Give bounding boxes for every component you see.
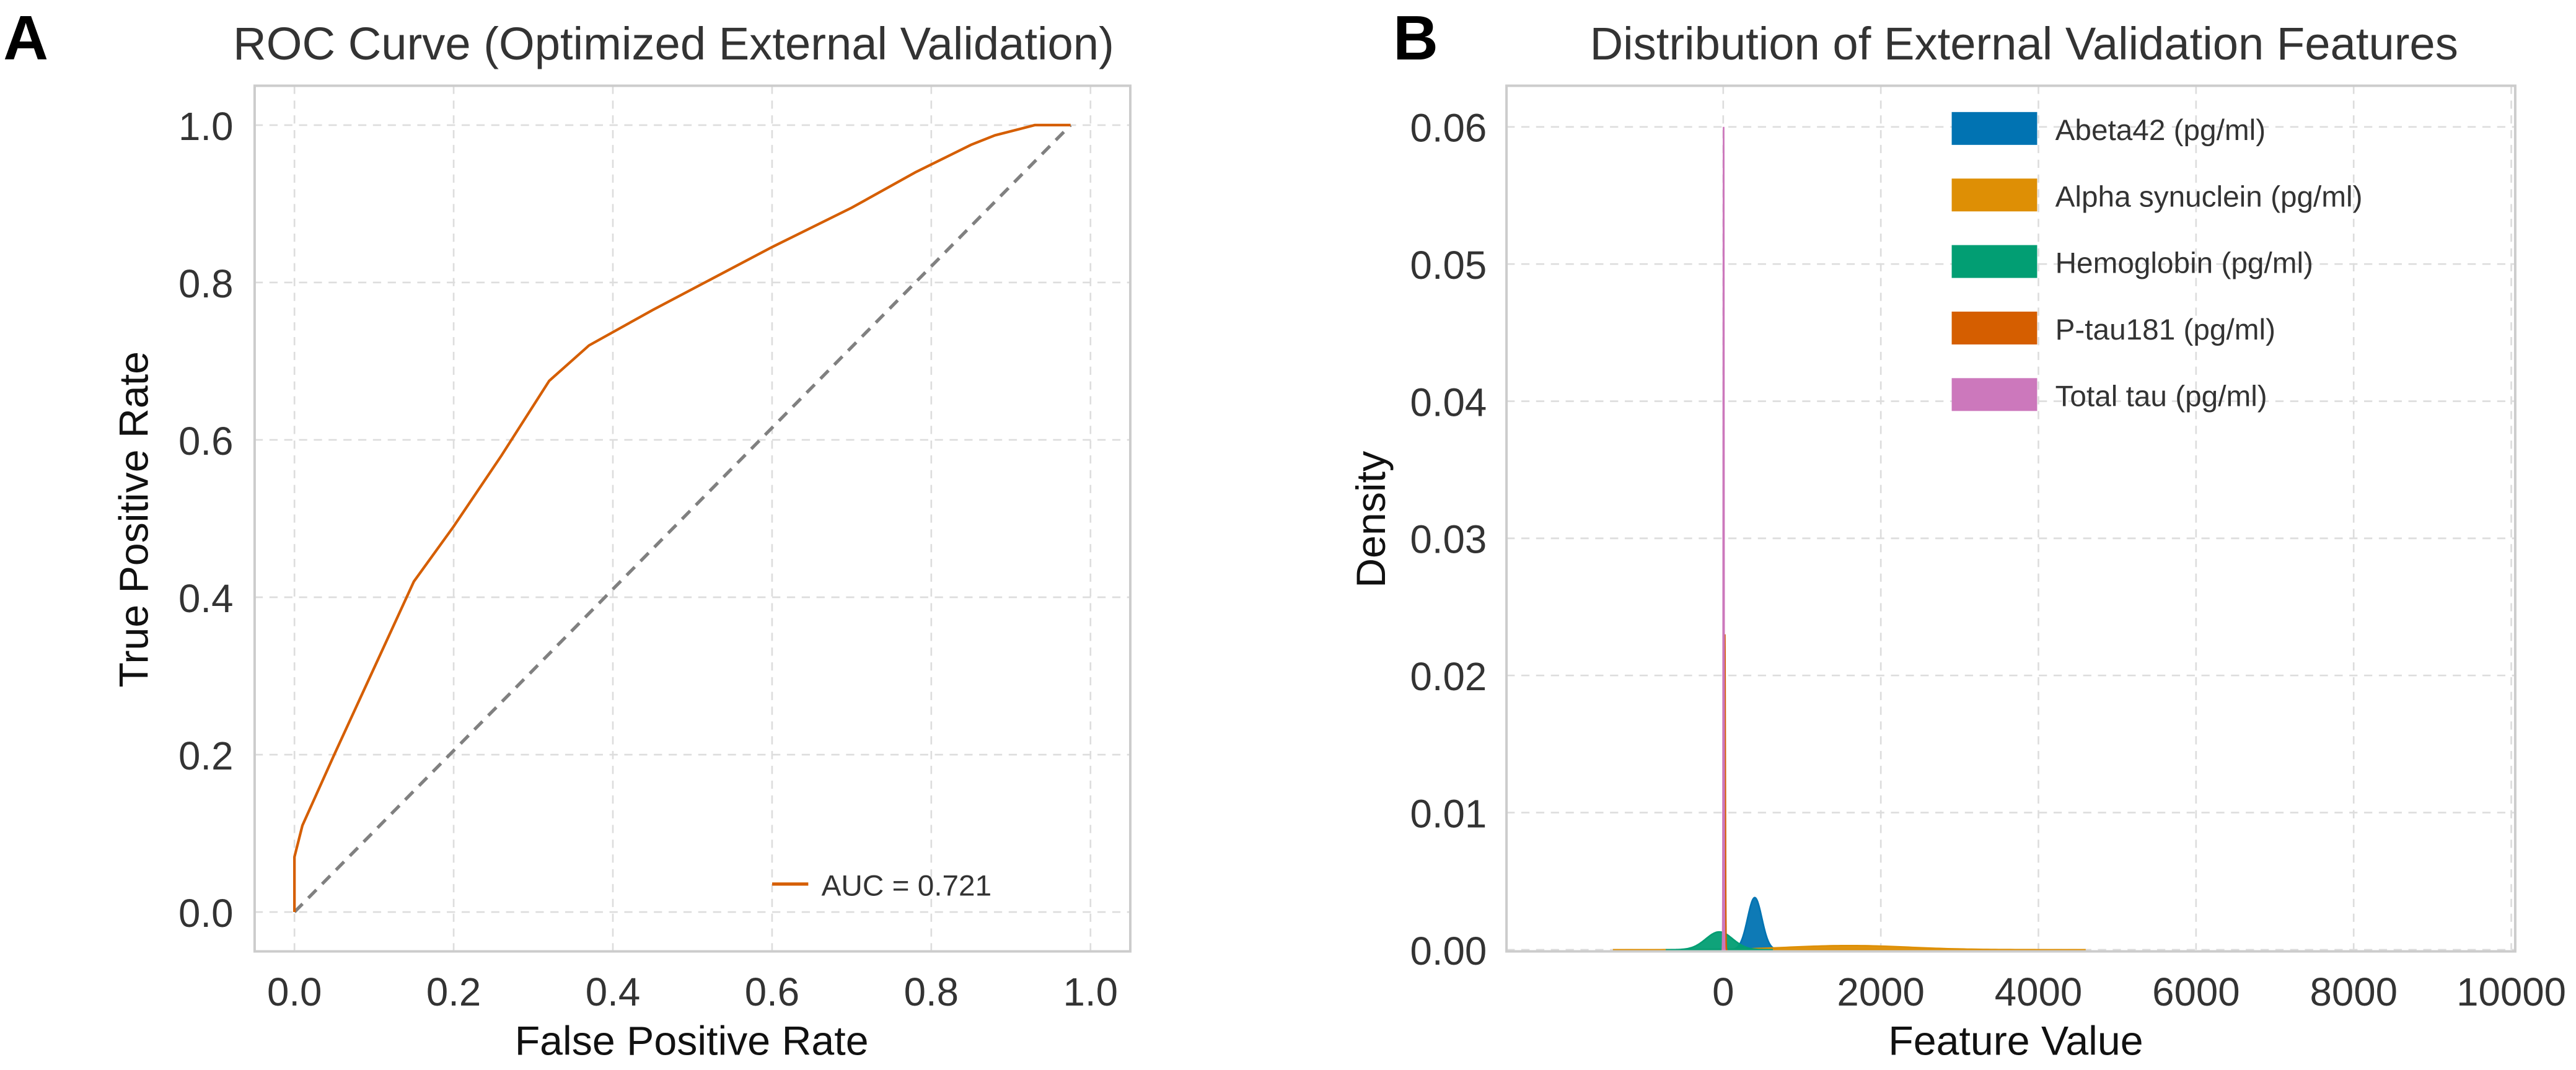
density-y-tick-label: 0.00 — [1410, 929, 1487, 973]
density-y-tick-label: 0.06 — [1410, 107, 1487, 151]
density-x-tick-label: 4000 — [1995, 970, 2083, 1014]
density-legend: Abeta42 (pg/ml) Alpha synuclein (pg/ml) He… — [1951, 112, 2363, 413]
density-ylabel: Density — [1348, 451, 1394, 588]
roc-ylabel: True Positive Rate — [112, 351, 157, 688]
roc-y-tick-label: 0.6 — [178, 419, 233, 463]
panel-label-b: B — [1393, 4, 1438, 73]
roc-y-tick-label: 0.4 — [178, 577, 233, 621]
roc-y-tick-label: 0.8 — [178, 262, 233, 306]
roc-x-tick-label: 0.8 — [904, 970, 959, 1014]
chance-diagonal-line — [293, 124, 1072, 913]
legend-swatch — [1951, 311, 2038, 344]
legend-label: Abeta42 (pg/ml) — [2055, 114, 2266, 147]
roc-y-tick-label: 0.2 — [178, 734, 233, 778]
density-x-tick-label: 0 — [1712, 970, 1734, 1014]
roc-plot-area: 0.0 0.2 0.4 0.6 0.8 1.0 0.0 0.2 0.4 0.6 0.8 1.0 — [178, 86, 1130, 1014]
density-panel: B Distribution of External Validation Fe… — [1348, 4, 2566, 1064]
panel-label-a: A — [3, 4, 48, 73]
roc-x-tick-label: 0.4 — [586, 970, 640, 1014]
roc-legend: AUC = 0.721 — [772, 869, 991, 902]
density-y-tick-label: 0.02 — [1410, 655, 1487, 699]
density-x-tick-label: 6000 — [2152, 970, 2240, 1014]
density-area-total — [1721, 126, 1726, 951]
density-y-tick-label: 0.04 — [1410, 380, 1487, 424]
density-title: Distribution of External Validation Feat… — [1590, 18, 2458, 69]
density-y-tick-label: 0.01 — [1410, 792, 1487, 836]
legend-label: Alpha synuclein (pg/ml) — [2055, 180, 2363, 213]
density-x-tick-label: 8000 — [2310, 970, 2398, 1014]
roc-x-tick-label: 0.6 — [745, 970, 799, 1014]
density-y-tick-label: 0.05 — [1410, 243, 1487, 287]
legend-swatch — [1951, 112, 2038, 145]
roc-x-tick-label: 0.0 — [267, 970, 322, 1014]
roc-frame — [253, 84, 1132, 953]
density-plot-area: 0 2000 4000 6000 8000 10000 0.00 0.01 0.02 0.03 0.… — [1410, 86, 2566, 1014]
roc-title: ROC Curve (Optimized External Validation… — [233, 18, 1114, 69]
roc-xlabel: False Positive Rate — [515, 1019, 869, 1064]
legend-swatch — [1951, 245, 2038, 278]
density-frame — [1505, 84, 2517, 953]
roc-legend-label: AUC = 0.721 — [822, 869, 992, 902]
roc-y-tick-label: 1.0 — [178, 105, 233, 149]
roc-curve-line — [293, 123, 1071, 913]
roc-panel: A ROC Curve (Optimized External Validati… — [3, 4, 1132, 1064]
roc-y-tick-label: 0.0 — [178, 892, 233, 936]
legend-swatch — [1951, 378, 2038, 411]
roc-x-tick-label: 1.0 — [1063, 970, 1118, 1014]
legend-swatch — [1951, 178, 2038, 212]
legend-label: Total tau (pg/ml) — [2055, 380, 2267, 413]
density-y-tick-label: 0.03 — [1410, 518, 1487, 562]
density-area-hemoglobin — [1665, 931, 1773, 951]
density-x-tick-label: 10000 — [2456, 970, 2566, 1014]
legend-label: Hemoglobin (pg/ml) — [2055, 247, 2313, 280]
density-xlabel: Feature Value — [1888, 1019, 2143, 1064]
roc-x-tick-label: 0.2 — [426, 970, 481, 1014]
legend-label: P-tau181 (pg/ml) — [2055, 314, 2275, 346]
density-x-tick-label: 2000 — [1837, 970, 1925, 1014]
